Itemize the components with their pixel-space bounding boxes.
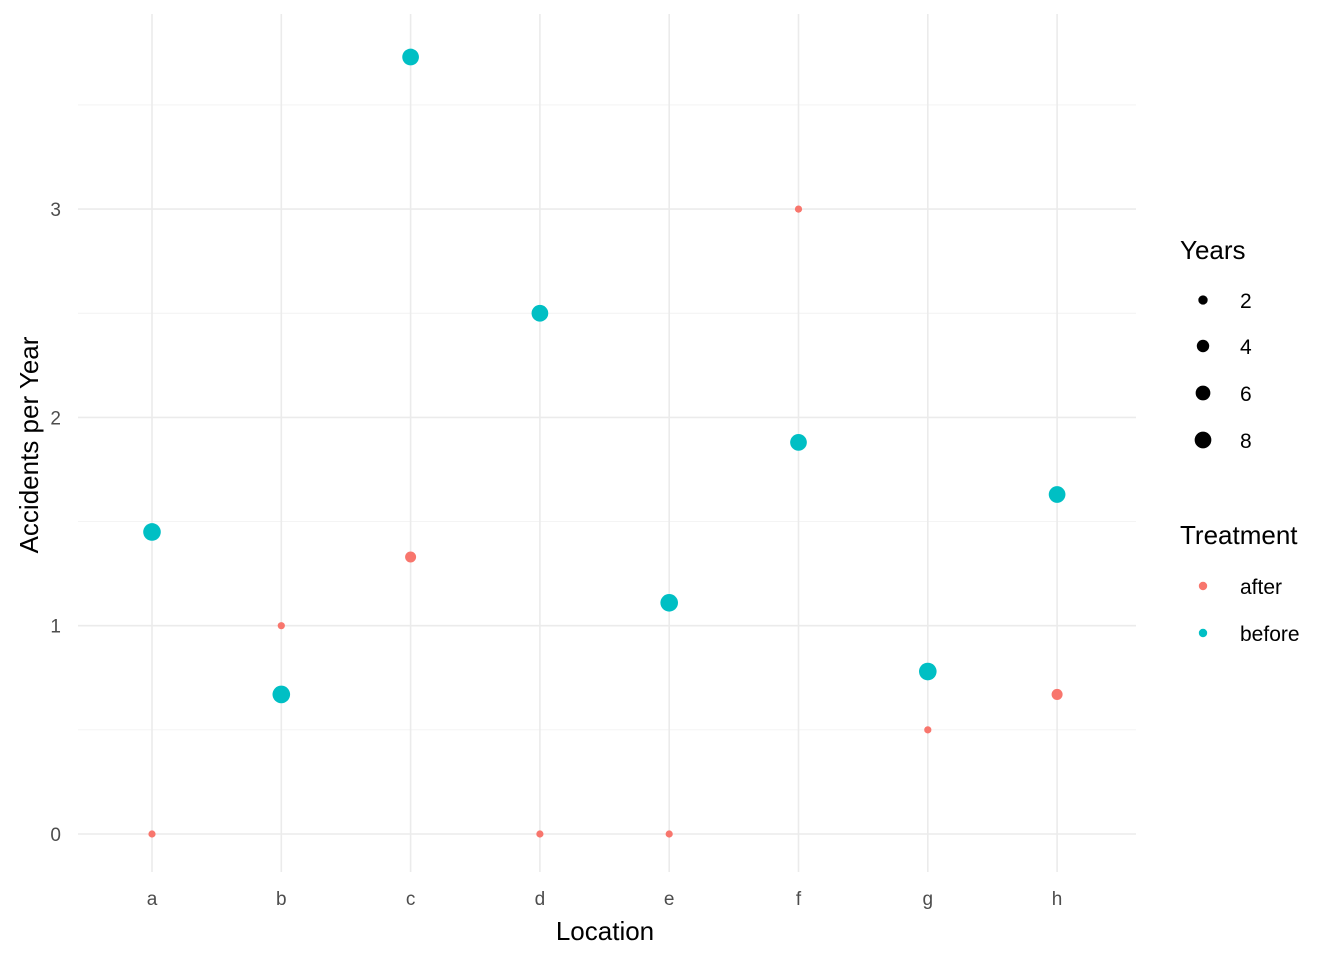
data-point-before [272, 685, 291, 704]
legend-color-key [1198, 628, 1208, 638]
data-points [143, 48, 1066, 838]
legend-color-label: before [1240, 623, 1300, 646]
x-tick-label: f [796, 889, 802, 910]
x-axis-title: Location [556, 916, 654, 946]
legend-color-key [1198, 581, 1208, 591]
data-point-before [143, 523, 161, 541]
data-point-after [148, 830, 156, 838]
data-point-after [1051, 688, 1063, 700]
x-tick-label: g [923, 889, 934, 910]
y-tick-label: 3 [50, 200, 61, 221]
data-point-after [924, 726, 932, 734]
legend-years-title: Years [1180, 235, 1246, 265]
x-tick-label: e [664, 889, 675, 910]
x-tick-label: d [535, 889, 546, 910]
data-point-before [402, 48, 419, 66]
legend-size-key [1194, 431, 1212, 449]
y-axis-ticks: 0 1 2 3 [50, 200, 61, 846]
legend-size-label: 2 [1240, 290, 1252, 313]
y-tick-label: 2 [50, 408, 61, 429]
x-tick-label: b [276, 889, 287, 910]
y-tick-label: 1 [50, 617, 61, 638]
data-point-after [277, 622, 285, 630]
data-point-after [794, 205, 803, 213]
data-point-before [531, 304, 549, 322]
data-point-after [665, 830, 673, 838]
x-tick-label: c [406, 889, 416, 910]
data-point-before [919, 662, 937, 681]
y-tick-label: 0 [50, 825, 61, 846]
x-tick-label: h [1052, 889, 1063, 910]
data-point-before [1048, 486, 1066, 503]
legend-size-key [1198, 295, 1208, 305]
x-axis-ticks: a b c d e f g h [147, 889, 1063, 910]
legend-size-key [1196, 339, 1210, 353]
data-point-before [790, 434, 807, 451]
legend-treatment-title: Treatment [1180, 520, 1298, 550]
data-point-before [660, 593, 678, 612]
data-point-after [536, 830, 544, 838]
legend-color-label: after [1240, 576, 1282, 599]
x-tick-label: a [147, 889, 158, 910]
legend-size-label: 6 [1240, 383, 1252, 406]
legend-treatment: Treatment after before [1180, 520, 1300, 646]
legend-years: Years 2 4 6 8 [1180, 235, 1252, 453]
legend-size-label: 8 [1240, 430, 1252, 453]
data-point-after [405, 551, 417, 563]
legend-size-key [1195, 385, 1211, 401]
grid [78, 14, 1136, 872]
y-axis-title: Accidents per Year [14, 336, 44, 553]
legend-size-label: 4 [1240, 336, 1252, 359]
